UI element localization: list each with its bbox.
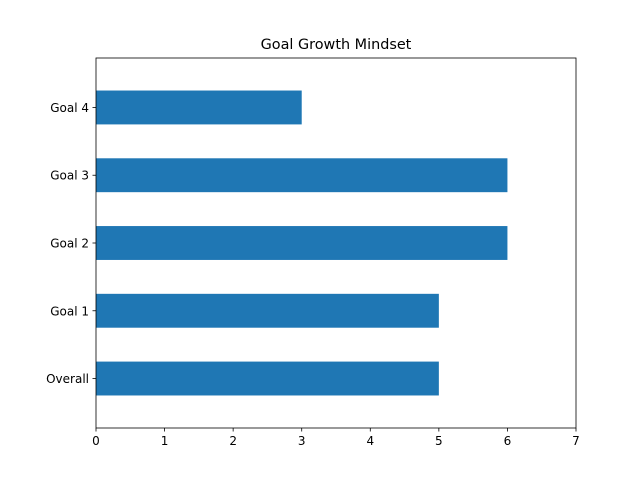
x-tick-label: 1 xyxy=(161,434,169,448)
y-axis-ticks: Overall Goal 1 Goal 2 Goal 3 Goal 4 xyxy=(46,101,96,386)
x-tick-label: 3 xyxy=(298,434,306,448)
x-tick-label: 5 xyxy=(435,434,443,448)
y-tick-label: Goal 3 xyxy=(50,169,89,183)
x-tick-label: 4 xyxy=(366,434,374,448)
bar-goal-2 xyxy=(96,226,508,260)
bar-goal-4 xyxy=(96,90,302,125)
x-tick-label: 7 xyxy=(572,434,580,448)
x-tick-label: 2 xyxy=(229,434,237,448)
y-tick-label: Goal 2 xyxy=(50,237,89,251)
y-tick-label: Goal 4 xyxy=(50,101,89,115)
y-tick-label: Goal 1 xyxy=(50,304,89,318)
x-axis-ticks: 0 1 2 3 4 5 6 7 xyxy=(92,428,580,448)
y-tick-label: Overall xyxy=(46,372,89,386)
bar-goal-1 xyxy=(96,293,439,328)
bars-group xyxy=(96,90,508,396)
chart-title: Goal Growth Mindset xyxy=(261,37,412,53)
x-tick-label: 0 xyxy=(92,434,100,448)
x-tick-label: 6 xyxy=(504,434,512,448)
plot-frame xyxy=(95,57,577,429)
bar-goal-3 xyxy=(96,158,508,193)
bar-overall xyxy=(96,361,439,396)
